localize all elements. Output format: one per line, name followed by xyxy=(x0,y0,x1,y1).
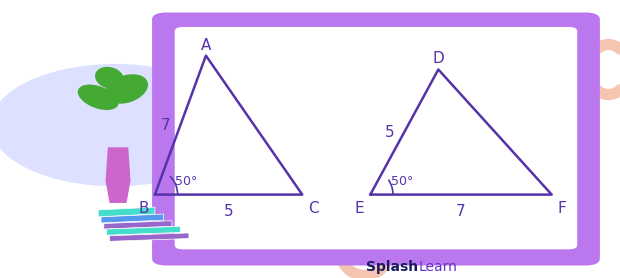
Polygon shape xyxy=(101,214,164,223)
Text: 50°: 50° xyxy=(175,175,198,188)
Circle shape xyxy=(110,14,144,31)
Polygon shape xyxy=(104,221,172,229)
Ellipse shape xyxy=(95,67,124,89)
Text: Splash: Splash xyxy=(366,260,418,274)
Circle shape xyxy=(70,22,115,44)
Text: 5: 5 xyxy=(385,125,394,140)
FancyBboxPatch shape xyxy=(175,27,577,249)
Polygon shape xyxy=(110,233,189,241)
Ellipse shape xyxy=(78,85,118,110)
Text: F: F xyxy=(558,201,567,216)
Text: D: D xyxy=(433,51,444,66)
Text: C: C xyxy=(309,201,319,216)
Polygon shape xyxy=(105,147,131,203)
Text: 5: 5 xyxy=(224,204,233,219)
Text: Learn: Learn xyxy=(419,260,458,274)
Text: 50°: 50° xyxy=(391,175,413,188)
Text: A: A xyxy=(201,38,211,53)
Ellipse shape xyxy=(105,74,148,104)
Text: B: B xyxy=(138,201,149,216)
Text: E: E xyxy=(355,201,364,216)
Polygon shape xyxy=(574,211,620,245)
Polygon shape xyxy=(98,207,155,217)
FancyBboxPatch shape xyxy=(152,13,600,265)
Circle shape xyxy=(0,64,240,186)
Text: 7: 7 xyxy=(161,118,171,133)
Text: 7: 7 xyxy=(456,204,466,219)
Polygon shape xyxy=(107,226,180,235)
